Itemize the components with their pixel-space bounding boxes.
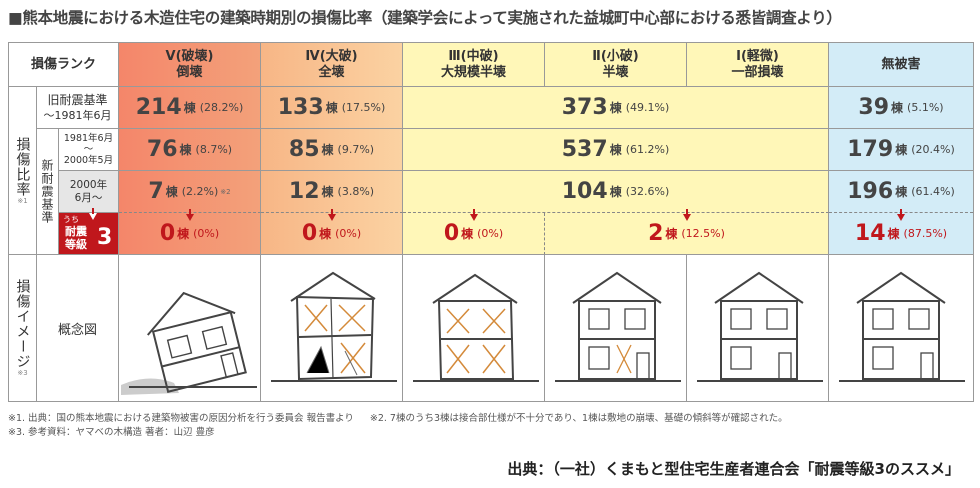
damage-ratio-label: 損傷比率 ※1: [9, 87, 37, 255]
header-col-5: Ⅴ(破壊) 倒壊: [119, 43, 261, 87]
cell-old-none: 39 棟 (5.1%): [829, 87, 973, 129]
cell-old-mid: 373 棟 (49.1%): [403, 87, 829, 129]
cell-new1-col5: 76 棟 (8.7%): [119, 129, 261, 171]
arrow-down-icon: [897, 209, 905, 221]
house-no-damage-illustration: [829, 255, 973, 401]
house-half-damage-illustration: [545, 255, 687, 401]
footnote-3: ※3. 参考資料：ヤマベの木構造 著者：山辺 豊彦: [8, 427, 215, 438]
row-label-grade3: うち 耐震 等級 3: [59, 213, 119, 255]
header-col-none: 無被害: [829, 43, 973, 87]
cell-old-col4: 133 棟 (17.5%): [261, 87, 403, 129]
header-col-3: Ⅲ(中破) 大規模半壊: [403, 43, 545, 87]
cell-new1-col4: 85 棟 (9.7%): [261, 129, 403, 171]
header-col-4: Ⅳ(大破) 全壊: [261, 43, 403, 87]
source-credit: 出典：（一社）くまもと型住宅生産者連合会「耐震等級3のススメ」: [507, 460, 960, 478]
page-title: ■熊本地震における木造住宅の建築時期別の損傷比率（建築学会によって実施された益城…: [8, 9, 842, 27]
footnote-2: ※2. 7棟のうち3棟は接合部仕様が不十分であり、1棟は敷地の崩壊、基礎の傾斜等…: [369, 413, 788, 424]
cell-new1-none: 179 棟 (20.4%): [829, 129, 973, 171]
arrow-down-icon: [683, 209, 691, 221]
arrow-down-icon: [470, 209, 478, 221]
cell-new2-col4: 12 棟 (3.8%): [261, 171, 403, 213]
header-col-2: Ⅱ(小破) 半壊: [545, 43, 687, 87]
house-total-collapse-illustration: [261, 255, 403, 401]
cell-new2-col5: 7 棟 (2.2%) ※2: [119, 171, 261, 213]
house-minor-damage-illustration: [687, 255, 829, 401]
arrow-down-icon: [186, 209, 194, 221]
cell-new1-mid: 537 棟 (61.2%): [403, 129, 829, 171]
damage-image-label: 損傷イメージ ※3: [9, 255, 37, 401]
cell-new2-none: 196 棟 (61.4%): [829, 171, 973, 213]
footnote-1: ※1. 出典：国の熊本地震における建築物被害の原因分析を行う委員会 報告書より: [8, 413, 354, 424]
house-collapse-illustration: [119, 255, 261, 401]
footnotes: ※1. 出典：国の熊本地震における建築物被害の原因分析を行う委員会 報告書より ※…: [8, 412, 788, 440]
cell-new2-mid: 104 棟 (32.6%): [403, 171, 829, 213]
concept-diagram-label: 概念図: [37, 255, 119, 401]
cell-old-col5: 214 棟 (28.2%): [119, 87, 261, 129]
header-rank-label: 損傷ランク: [9, 43, 119, 87]
damage-ratio-table: 損傷ランク Ⅴ(破壊) 倒壊 Ⅳ(大破) 全壊 Ⅲ(中破) 大規模半壊 Ⅱ(小破) 半壊…: [8, 42, 974, 402]
house-major-damage-illustration: [403, 255, 545, 401]
row-label-new1: 1981年6月〜 2000年5月: [59, 129, 119, 171]
arrow-down-icon: [328, 209, 336, 221]
header-col-1: Ⅰ(軽微) 一部損壊: [687, 43, 829, 87]
arrow-down-icon: [89, 208, 97, 220]
row-label-old: 旧耐震基準 〜1981年6月: [37, 87, 119, 129]
new-standard-label: 新耐震基準: [37, 129, 59, 255]
row-label-new2: 2000年 6月〜: [59, 171, 119, 213]
